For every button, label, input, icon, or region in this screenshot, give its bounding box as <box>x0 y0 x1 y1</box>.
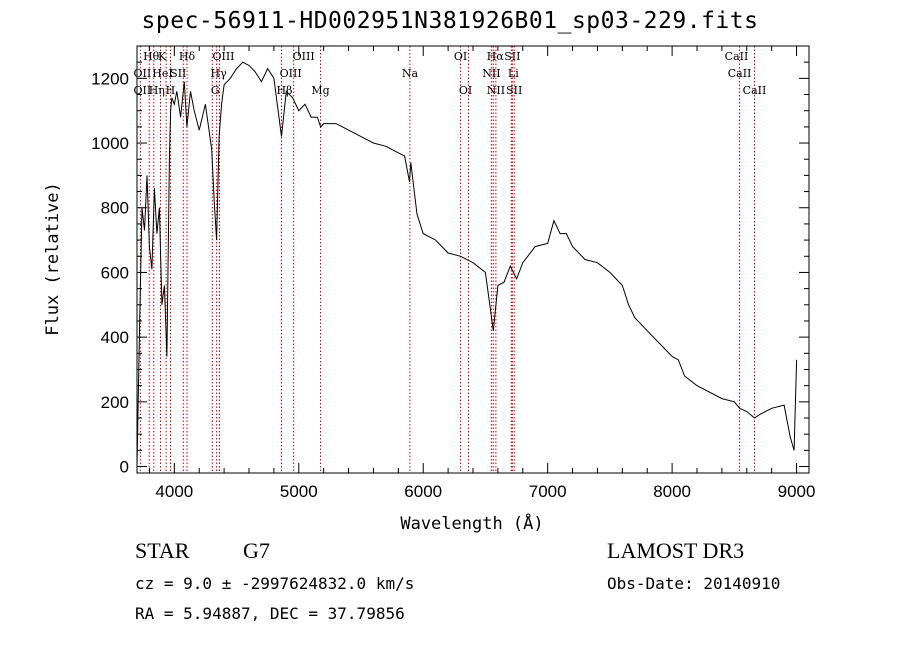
emission-line-label: Mg <box>311 84 329 97</box>
y-tick-label: 1000 <box>91 134 129 153</box>
emission-line-label: Hθ <box>143 50 160 63</box>
x-tick-label: 6000 <box>404 482 442 501</box>
emission-line-label: CaII <box>743 84 767 97</box>
y-tick-label: 0 <box>120 458 129 477</box>
emission-line-label: H <box>166 84 176 97</box>
emission-line-label: NII <box>487 84 505 97</box>
y-tick-label: 600 <box>101 263 129 282</box>
x-tick-label: 8000 <box>653 482 691 501</box>
object-type: STAR <box>135 538 190 563</box>
emission-line-label: NII <box>482 67 500 80</box>
emission-line-label: Hδ <box>179 50 196 63</box>
y-tick-label: 1200 <box>91 69 129 88</box>
emission-line-label: HeI <box>152 67 172 80</box>
y-tick-label: 400 <box>101 328 129 347</box>
object-class: G7 <box>243 538 270 563</box>
plot-frame <box>136 45 810 474</box>
y-axis: 0 200 400 600 800 1000 1200 <box>91 45 809 477</box>
emission-line-label: OIII <box>212 50 234 63</box>
x-tick-label: 9000 <box>778 482 816 501</box>
redshift-readout: cz = 9.0 ± -2997624832.0 km/s <box>135 574 415 593</box>
survey-name: LAMOST DR3 <box>607 538 745 563</box>
emission-line-label: CaII <box>728 67 752 80</box>
emission-line-label: OI <box>454 50 467 63</box>
emission-line-label: OI <box>459 84 472 97</box>
emission-line-label: Na <box>402 67 419 80</box>
emission-line-label: G <box>211 84 220 97</box>
emission-line-label: Li <box>508 67 519 80</box>
x-axis-label: Wavelength (Å) <box>400 512 543 534</box>
emission-line-label: OIII <box>280 67 302 80</box>
emission-line-label: Hα <box>487 50 505 63</box>
emission-line-label: K <box>158 50 167 63</box>
x-tick-label: 7000 <box>529 482 567 501</box>
emission-line-label: Hγ <box>211 67 228 80</box>
y-tick-label: 200 <box>101 393 129 412</box>
x-tick-label: 4000 <box>155 482 193 501</box>
y-tick-label: 800 <box>101 199 129 218</box>
emission-line-markers <box>139 46 755 473</box>
y-axis-label: Flux (relative) <box>43 182 63 336</box>
emission-line-label: Hη <box>149 84 165 97</box>
emission-line-label: SII <box>506 84 522 97</box>
x-axis: 4000 5000 6000 7000 8000 9000 <box>148 46 816 501</box>
x-tick-label: 5000 <box>280 482 318 501</box>
emission-line-label: SII <box>504 50 520 63</box>
emission-line-label: OII <box>134 84 152 97</box>
observation-date: Obs-Date: 20140910 <box>607 574 781 593</box>
chart-title: spec-56911-HD002951N381926B01_sp03-229.f… <box>141 8 759 34</box>
emission-line-label: OIII <box>293 50 315 63</box>
emission-line-label: Hβ <box>277 84 293 97</box>
spectrum-line <box>136 61 798 467</box>
emission-line-label: OII <box>134 67 152 80</box>
ra-dec-readout: RA = 5.94887, DEC = 37.79856 <box>135 604 405 623</box>
emission-line-label: CaII <box>725 50 749 63</box>
emission-line-label: SII <box>170 67 186 80</box>
